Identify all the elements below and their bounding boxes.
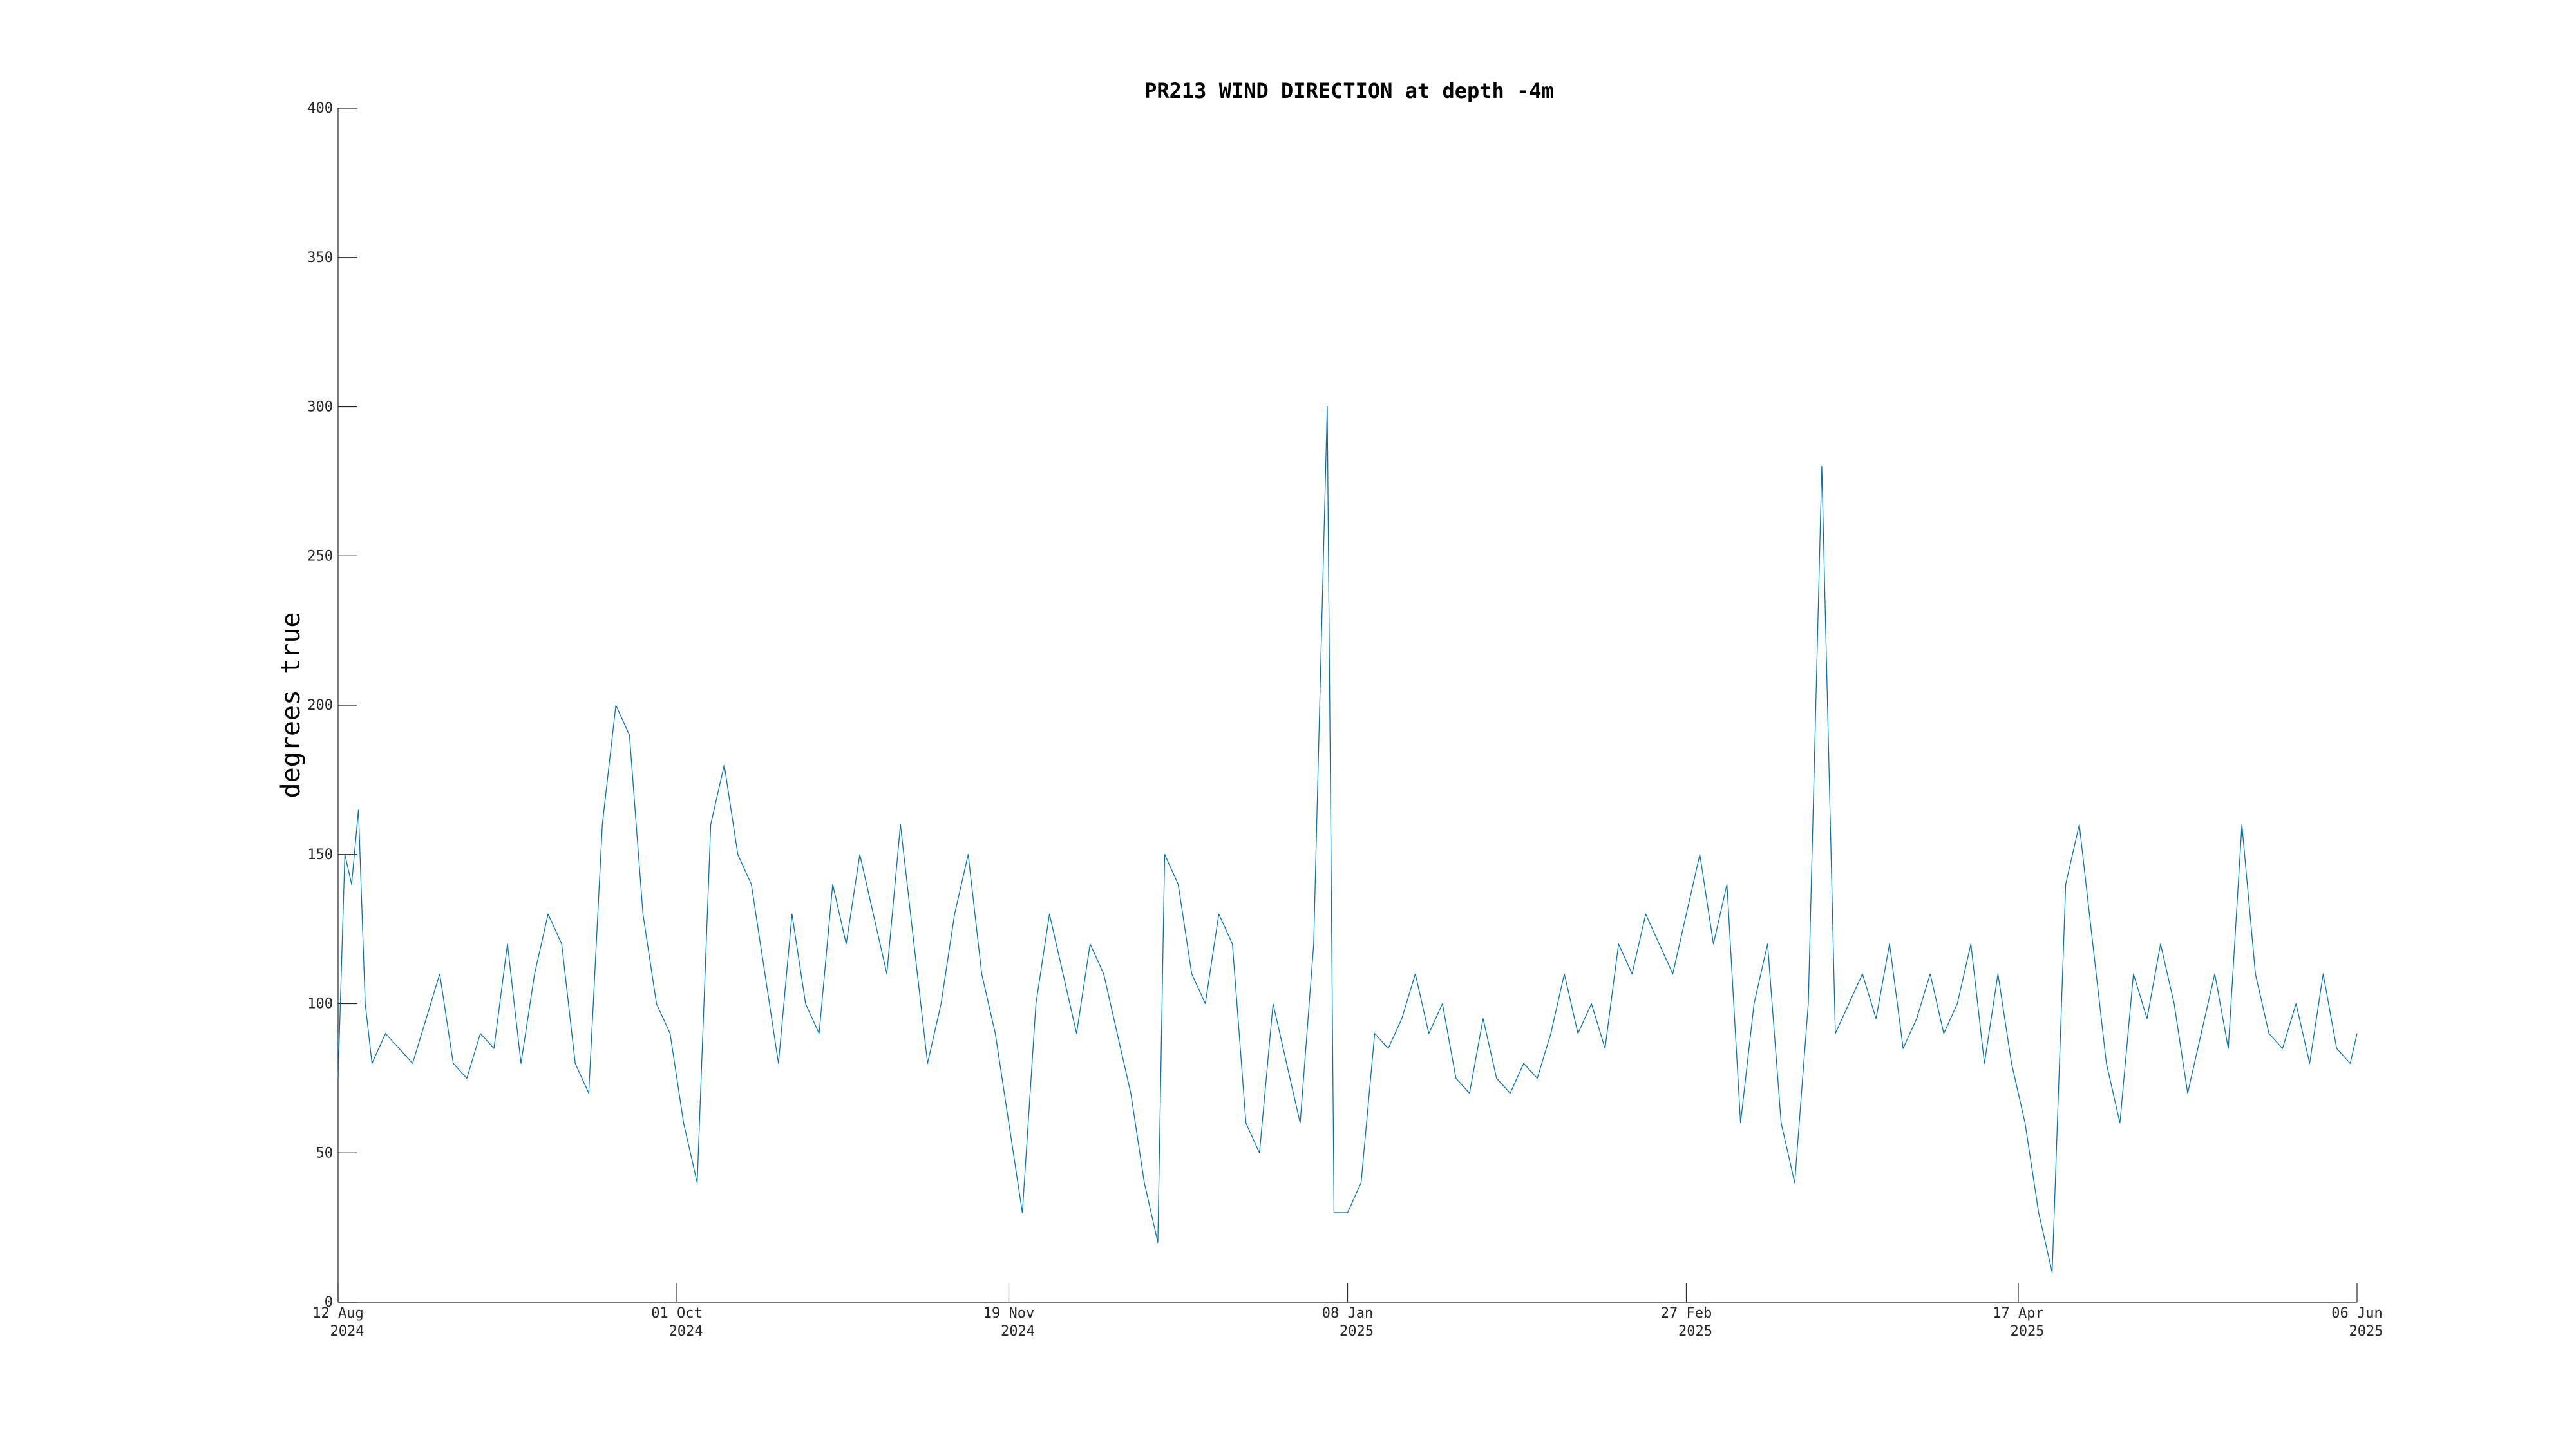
y-tick-label: 300 xyxy=(307,399,333,415)
y-tick-label: 0 xyxy=(325,1294,333,1311)
x-tick-label-year: 2024 xyxy=(330,1323,365,1340)
y-tick-label: 400 xyxy=(307,100,333,117)
x-tick-label-year: 2024 xyxy=(669,1323,703,1340)
x-tick-label-year: 2025 xyxy=(2011,1323,2045,1340)
x-tick-label-day: 01 Oct xyxy=(651,1305,702,1321)
x-tick-label-year: 2025 xyxy=(1678,1323,1712,1340)
series-layer xyxy=(337,406,2358,1273)
x-tick-label-day: 17 Apr xyxy=(1993,1305,2043,1321)
y-tick-label: 50 xyxy=(316,1145,334,1161)
y-axis-label: degrees true xyxy=(276,612,306,799)
x-tick-label-year: 2025 xyxy=(1340,1323,1374,1340)
y-tick-label: 100 xyxy=(307,996,333,1012)
x-tick-label-year: 2025 xyxy=(2349,1323,2383,1340)
series-line xyxy=(337,406,2358,1273)
y-tick-label: 200 xyxy=(307,697,333,714)
x-tick-label-day: 08 Jan xyxy=(1322,1305,1373,1321)
axes: 0 50 100 150 200 250 300 350 400 12 Aug 2024 01 Oct… xyxy=(307,100,2383,1340)
y-tick-label: 250 xyxy=(307,548,333,564)
chart-title: PR213 WIND DIRECTION at depth -4m xyxy=(1144,79,1554,103)
y-tick-label: 350 xyxy=(307,250,333,266)
x-tick-label-day: 06 Jun xyxy=(2331,1305,2382,1321)
y-tick-label: 150 xyxy=(307,847,333,863)
x-tick-label-day: 27 Feb xyxy=(1661,1305,1712,1321)
x-tick-label-day: 19 Nov xyxy=(983,1305,1034,1321)
x-tick-label-day: 12 Aug xyxy=(312,1305,363,1321)
x-tick-label-year: 2024 xyxy=(1001,1323,1035,1340)
